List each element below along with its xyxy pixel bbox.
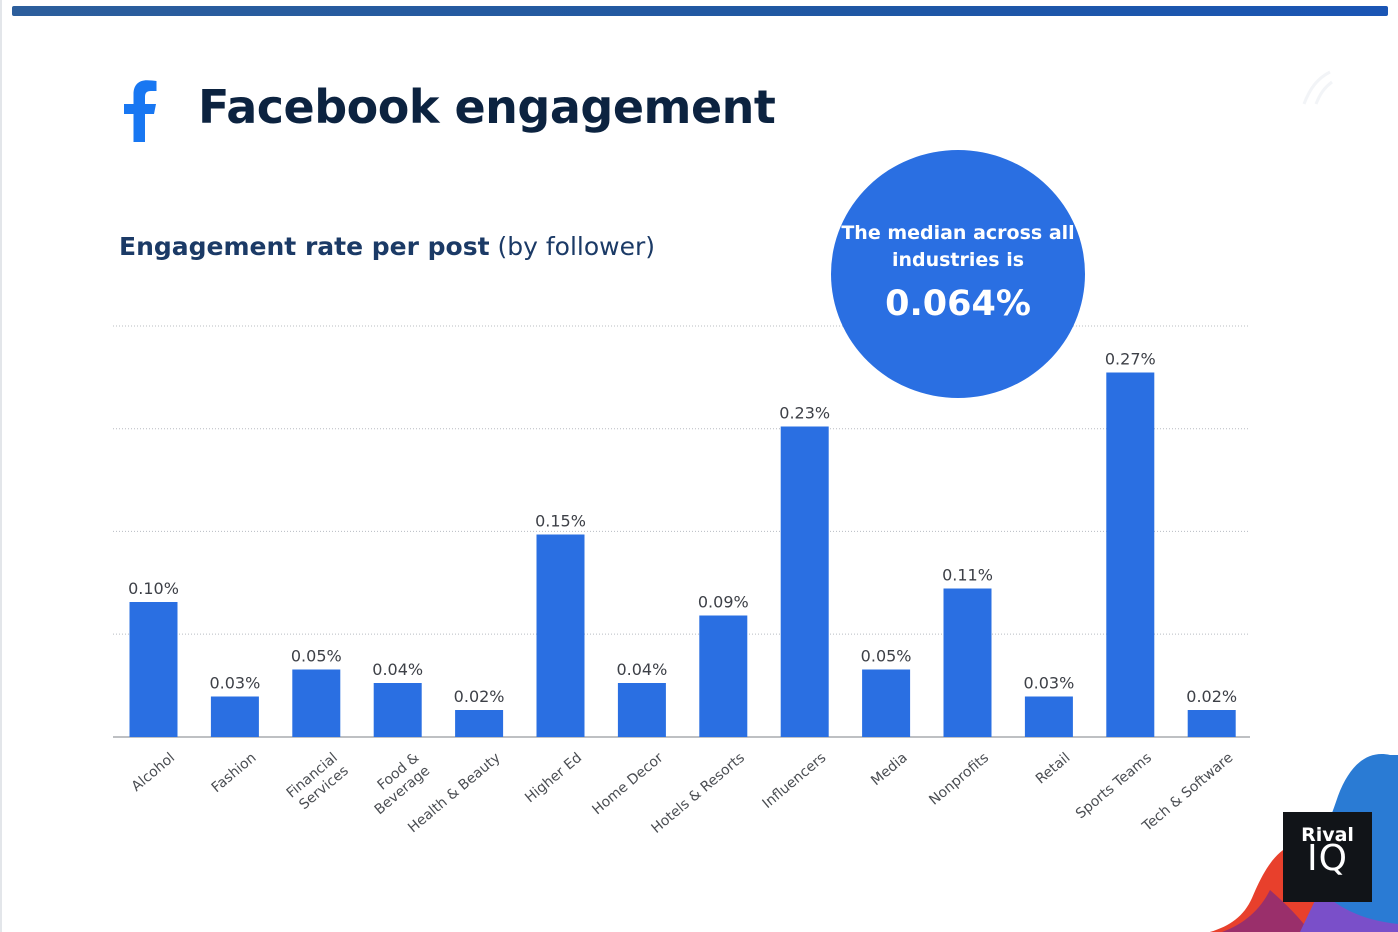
data-label: 0.05% — [291, 647, 342, 666]
chart-subtitle: Engagement rate per post (by follower) — [119, 232, 655, 261]
category-label: Food &Beverage — [361, 750, 434, 818]
page-edge — [0, 0, 2, 932]
bar-financial-services — [292, 669, 341, 737]
logo-text-top: Rival — [1301, 824, 1354, 846]
page-title: Facebook engagement — [198, 80, 776, 134]
data-label: 0.09% — [698, 593, 749, 612]
category-label: Sports Teams — [1073, 750, 1155, 822]
bar-higher-ed — [536, 534, 585, 737]
category-label: Home Decor — [589, 750, 666, 818]
callout-value: 0.064% — [885, 284, 1031, 324]
category-label: Fashion — [209, 750, 260, 796]
rival-iq-logo: Rival IQ — [1283, 812, 1372, 902]
bar-nonprofits — [943, 588, 992, 737]
logo-text-bottom: IQ — [1307, 838, 1348, 879]
data-label: 0.03% — [209, 674, 260, 693]
bar-fashion — [210, 696, 259, 737]
data-label: 0.23% — [779, 404, 830, 423]
bar-influencers — [780, 426, 829, 737]
subtitle-light: (by follower) — [497, 232, 656, 261]
category-label: Higher Ed — [522, 750, 585, 806]
data-label: 0.15% — [535, 512, 586, 531]
bar-tech-software — [1187, 710, 1236, 737]
median-callout: The median across all industries is 0.06… — [831, 150, 1085, 398]
bar-home-decor — [617, 683, 666, 737]
data-label: 0.05% — [861, 647, 912, 666]
bar-alcohol — [129, 602, 178, 737]
bar-health-beauty — [455, 710, 504, 737]
category-label: FinancialServices — [284, 750, 352, 815]
data-label: 0.03% — [1023, 674, 1074, 693]
data-label: 0.11% — [942, 566, 993, 585]
bar-media — [862, 669, 911, 737]
top-accent-bar — [12, 6, 1388, 16]
bar-food-beverage — [373, 683, 422, 737]
callout-line-2: industries is — [891, 249, 1025, 271]
category-label: Nonprofits — [926, 750, 992, 809]
decorative-mark-icon — [1302, 70, 1333, 105]
data-label: 0.10% — [128, 579, 179, 598]
category-label: Media — [868, 750, 911, 789]
facebook-f-icon — [124, 80, 157, 142]
category-label: Retail — [1033, 750, 1074, 788]
bar-sports-teams — [1106, 372, 1155, 737]
bar-retail — [1024, 696, 1073, 737]
subtitle-bold: Engagement rate per post — [119, 232, 490, 261]
bar-hotels-resorts — [699, 615, 748, 737]
data-label: 0.02% — [1186, 687, 1237, 706]
data-label: 0.02% — [454, 687, 505, 706]
data-label: 0.04% — [616, 660, 667, 679]
category-label: Alcohol — [129, 750, 178, 795]
callout-line-1: The median across all — [841, 222, 1075, 244]
data-label: 0.04% — [372, 660, 423, 679]
category-label: Influencers — [760, 750, 830, 812]
data-label: 0.27% — [1105, 350, 1156, 369]
